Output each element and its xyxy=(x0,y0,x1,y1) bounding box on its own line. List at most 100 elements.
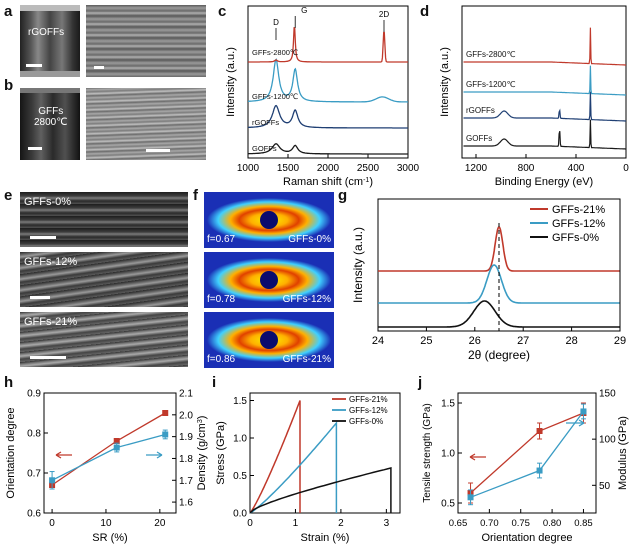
series-label: GFFs-1200℃ xyxy=(252,92,298,101)
right-axis-arrow xyxy=(566,419,585,427)
series-line xyxy=(51,412,166,486)
y-tick-label: 0.8 xyxy=(27,429,41,440)
data-point xyxy=(162,431,169,438)
orientation-density-chart: 0 10 20 0.6 0.7 0.8 0.9 1.6 1.7 1.8 1.9 2.0 2.1 SR (%… xyxy=(5,389,208,545)
y2-axis-label: Modulus (GPa) xyxy=(617,416,629,490)
y-axis-label: Stress (GPa) xyxy=(215,421,227,485)
plot-frame xyxy=(249,392,401,514)
data-point xyxy=(49,477,56,484)
x-tick-label: 2500 xyxy=(357,163,380,174)
y-axis-label: Orientation degree xyxy=(5,407,17,498)
xrd-series-line xyxy=(378,226,620,272)
raman-series-line xyxy=(248,143,408,155)
panel-e-sample-label: GFFs-21% xyxy=(24,316,78,328)
left-axis-arrow xyxy=(469,453,486,461)
peak-label: G xyxy=(301,6,307,15)
xrd-series-line xyxy=(378,264,620,304)
data-point xyxy=(536,467,543,474)
x-axis-label: Orientation degree xyxy=(481,532,572,544)
panel-e-sem-21: GFFs-21% xyxy=(20,312,188,367)
y-tick-label: 1.5 xyxy=(233,396,247,407)
panel-label-f: f xyxy=(193,187,198,204)
y2-tick-label: 2.1 xyxy=(179,389,193,400)
x-tick-label: 1000 xyxy=(237,163,260,174)
x-tick-label: 2 xyxy=(338,518,344,529)
panel-a-sample-label: rGOFFs xyxy=(28,27,65,38)
data-point xyxy=(113,444,120,451)
x-tick-label: 0 xyxy=(247,518,253,529)
xps-series-line xyxy=(463,65,626,96)
raman-series-line xyxy=(248,58,408,103)
series-label: GOFFs xyxy=(466,134,492,143)
scale-bar xyxy=(30,296,50,299)
x-axis-label: Raman shift (cm-1) xyxy=(283,176,373,188)
y-axis-label: Intensity (a.u.) xyxy=(225,47,237,117)
series-line xyxy=(470,411,584,498)
data-point xyxy=(162,410,169,416)
xps-series-line xyxy=(463,91,626,122)
beam-stop xyxy=(260,331,278,349)
scale-bar xyxy=(94,66,104,69)
x-tick-label: 10 xyxy=(100,518,112,529)
x-axis-label: 2θ (degree) xyxy=(468,348,530,362)
panel-a-spool-photo: rGOFFs xyxy=(20,5,80,77)
y-tick-label: 0.7 xyxy=(27,469,41,480)
raman-spectra-chart: 1000 1500 2000 2500 3000 Raman shift (cm-1) In… xyxy=(225,5,420,188)
x-tick-label: 0.80 xyxy=(543,518,562,529)
diffraction-pattern: f=0.78 GFFs-12% xyxy=(204,252,334,308)
orientation-factor-label: f=0.78 xyxy=(207,294,236,305)
series-line xyxy=(470,412,584,494)
x-axis-label: SR (%) xyxy=(92,532,127,544)
panel-label-c: c xyxy=(218,3,227,20)
series-label: rGOFFs xyxy=(466,106,495,115)
x-tick-label: 20 xyxy=(154,518,166,529)
panel-e-sample-label: GFFs-12% xyxy=(24,256,78,268)
xps-spectra-chart: 1200 800 400 0 Binding Energy (eV) Intensity … xyxy=(439,5,629,188)
panel-e-sample-label: GFFs-0% xyxy=(24,196,72,208)
plot-frame xyxy=(457,392,597,514)
stress-strain-chart: 0 1 2 3 0.0 0.5 1.0 1.5 Strain (%) Stress (GPa) GF… xyxy=(215,392,401,544)
y2-tick-label: 1.7 xyxy=(179,476,193,487)
y-tick-label: 1.5 xyxy=(441,399,455,410)
x-tick-label: 800 xyxy=(518,163,535,174)
y2-tick-label: 1.8 xyxy=(179,454,193,465)
y-axis-label: Intensity (a.u.) xyxy=(439,47,451,117)
x-tick-label: 400 xyxy=(568,163,585,174)
y-tick-label: 0.5 xyxy=(233,471,247,482)
y-tick-label: 1.0 xyxy=(441,449,455,460)
y2-tick-label: 50 xyxy=(599,481,611,492)
y2-tick-label: 1.6 xyxy=(179,498,193,509)
legend-entry: GFFs-12% xyxy=(552,218,605,230)
y-axis-label: Intensity (a.u.) xyxy=(351,227,365,303)
x-tick-label: 1500 xyxy=(277,163,300,174)
xps-series-line xyxy=(463,27,626,66)
y-tick-label: 0.5 xyxy=(441,499,455,510)
series-label: GFFs-2800℃ xyxy=(466,50,515,59)
series-label: GFFs-2800℃ xyxy=(252,48,298,57)
x-axis-label: Binding Energy (eV) xyxy=(495,176,593,188)
legend-entry: GFFs-21% xyxy=(552,204,605,216)
diffraction-pattern: f=0.86 GFFs-21% xyxy=(204,312,334,368)
legend-entry: GFFs-12% xyxy=(349,406,388,415)
panel-label-g: g xyxy=(338,187,348,204)
raman-series-line xyxy=(248,104,408,129)
legend-entry: GFFs-0% xyxy=(552,232,599,244)
orientation-factor-label: f=0.86 xyxy=(207,354,236,365)
peak-label: 2D xyxy=(379,10,389,19)
x-tick-label: 0 xyxy=(623,163,629,174)
xrd-pattern-chart: 24 25 26 27 28 29 2θ (degree) Intensity (a.u.) G… xyxy=(351,198,626,362)
x-tick-label: 2000 xyxy=(317,163,340,174)
peak-label: D xyxy=(273,18,279,27)
stress-strain-curve xyxy=(249,400,301,514)
left-axis-arrow xyxy=(55,451,72,459)
x-tick-label: 25 xyxy=(420,335,432,347)
x-tick-label: 3 xyxy=(384,518,390,529)
panel-a-zoom-photo xyxy=(86,5,206,77)
y-tick-label: 0.6 xyxy=(27,509,41,520)
y-tick-label: 1.0 xyxy=(233,434,247,445)
panel-b-spool-photo: GFFs 2800℃ xyxy=(20,88,80,160)
scale-bar xyxy=(26,64,42,67)
y2-tick-label: 150 xyxy=(599,389,616,400)
beam-stop xyxy=(260,211,278,229)
diffraction-pattern: f=0.67 GFFs-0% xyxy=(204,192,334,248)
